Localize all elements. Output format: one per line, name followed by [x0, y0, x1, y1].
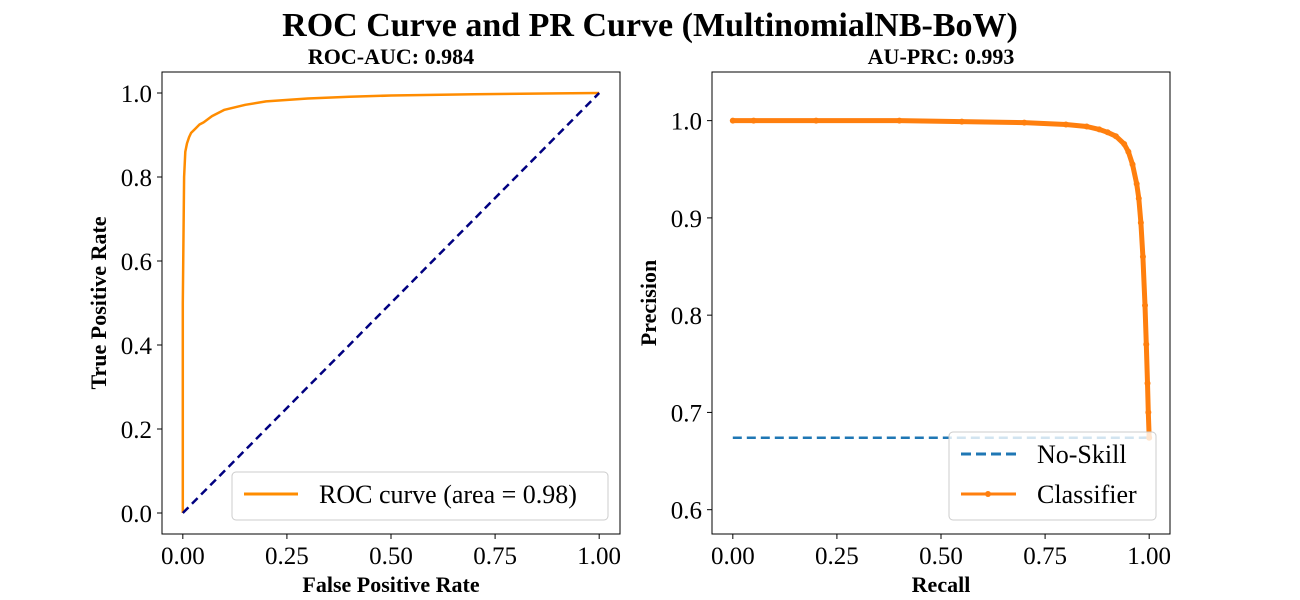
figure-suptitle: ROC Curve and PR Curve (MultinomialNB-Bo…	[282, 7, 1018, 44]
roc-plot-area	[181, 91, 601, 514]
roc-y-tick-label: 0.0	[121, 501, 152, 528]
pr-y-tick-label: 0.6	[671, 498, 702, 525]
roc-series-roc-curve-area-0-98-line	[181, 91, 600, 513]
pr-classifier-point	[1083, 123, 1090, 130]
pr-x-tick-label: 0.50	[919, 543, 963, 570]
pr-x-ticks: 0.00 0.25 0.50 0.75 1.00	[711, 534, 1171, 570]
pr-classifier-point	[729, 117, 736, 124]
roc-x-tick-label: 0.75	[473, 543, 517, 570]
pr-classifier-point	[750, 117, 757, 124]
pr-classifier-point	[958, 118, 965, 125]
roc-x-tick-label: 0.00	[161, 543, 205, 570]
roc-y-tick-label: 0.4	[121, 333, 153, 360]
pr-classifier-point	[1145, 409, 1152, 416]
roc-y-tick-label: 0.2	[121, 417, 152, 444]
pr-legend-label-no-skill: No-Skill	[1037, 440, 1127, 469]
roc-legend: ROC curve (area = 0.98)	[231, 471, 609, 521]
roc-y-tick-label: 0.6	[121, 249, 152, 276]
pr-classifier-point	[1112, 133, 1119, 140]
pr-x-tick-label: 0.75	[1023, 543, 1067, 570]
roc-panel: ROC-AUC: 0.984 0.00 0.25 0.50 0.75 1.00 0.00…	[86, 44, 621, 597]
pr-x-tick-label: 1.00	[1127, 543, 1171, 570]
roc-x-tick-label: 0.50	[369, 543, 413, 570]
pr-title: AU-PRC: 0.993	[868, 44, 1015, 69]
roc-series-diagonal-reference-line	[181, 92, 601, 514]
pr-classifier-point	[1129, 161, 1136, 168]
pr-y-tick-label: 0.9	[671, 206, 702, 233]
roc-y-ticks: 0.0 0.2 0.4 0.6 0.8 1.0	[121, 81, 162, 528]
pr-classifier-point	[1143, 341, 1150, 348]
pr-classifier-point	[1125, 148, 1132, 155]
roc-title: ROC-AUC: 0.984	[308, 44, 474, 69]
pr-y-ticks: 0.6 0.7 0.8 0.9 1.0	[671, 109, 712, 525]
pr-legend: No-Skill Classifier	[948, 431, 1157, 521]
pr-x-tick-label: 0.25	[815, 543, 859, 570]
pr-classifier-point	[896, 117, 903, 124]
pr-y-tick-label: 1.0	[671, 109, 702, 136]
pr-classifier-point	[1137, 219, 1144, 226]
pr-classifier-point	[1135, 195, 1142, 202]
pr-classifier-point	[1062, 121, 1069, 128]
roc-x-axis-label: False Positive Rate	[302, 572, 479, 597]
pr-x-axis-label: Recall	[912, 572, 971, 597]
pr-legend-label-classifier: Classifier	[1037, 480, 1137, 509]
roc-y-tick-label: 1.0	[121, 81, 152, 108]
pr-legend-marker-classifier	[985, 491, 991, 497]
pr-x-tick-label: 0.00	[711, 543, 755, 570]
pr-plot-area	[729, 117, 1153, 441]
pr-classifier-point	[1133, 180, 1140, 187]
roc-y-axis-label: True Positive Rate	[86, 216, 111, 389]
roc-x-ticks: 0.00 0.25 0.50 0.75 1.00	[161, 534, 621, 570]
pr-classifier-point	[1142, 302, 1149, 309]
pr-y-tick-label: 0.8	[671, 303, 702, 330]
roc-y-tick-label: 0.8	[121, 165, 152, 192]
pr-classifier-point	[813, 117, 820, 124]
roc-legend-label-roc-curve: ROC curve (area = 0.98)	[319, 480, 577, 509]
pr-classifier-point	[1021, 119, 1028, 126]
pr-y-tick-label: 0.7	[671, 400, 702, 427]
pr-classifier-point	[1121, 140, 1128, 147]
pr-classifier-point	[1096, 126, 1103, 133]
roc-x-tick-label: 0.25	[265, 543, 309, 570]
pr-y-axis-label: Precision	[636, 260, 661, 346]
roc-x-tick-label: 1.00	[577, 543, 621, 570]
pr-classifier-point	[1139, 253, 1146, 260]
pr-panel: AU-PRC: 0.993 0.00 0.25 0.50 0.75 1.00 0.60.…	[636, 44, 1171, 597]
roc-legend-box	[231, 471, 609, 521]
pr-classifier-point	[1144, 380, 1151, 387]
pr-series-classifier-line	[732, 118, 1152, 438]
pr-classifier-point	[1104, 129, 1111, 136]
